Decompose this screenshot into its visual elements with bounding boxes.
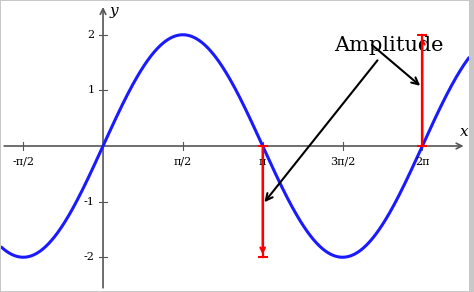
Text: x: x: [459, 125, 468, 139]
Text: 2: 2: [87, 30, 94, 40]
Text: π/2: π/2: [174, 157, 192, 166]
Text: -2: -2: [83, 252, 94, 262]
Text: Amplitude: Amplitude: [266, 36, 444, 200]
Text: 1: 1: [87, 85, 94, 95]
Text: 3π/2: 3π/2: [330, 157, 355, 166]
Text: y: y: [109, 4, 118, 18]
Text: -π/2: -π/2: [12, 157, 34, 166]
Text: 2π: 2π: [415, 157, 429, 166]
Text: -1: -1: [83, 197, 94, 207]
Text: π: π: [259, 157, 266, 166]
